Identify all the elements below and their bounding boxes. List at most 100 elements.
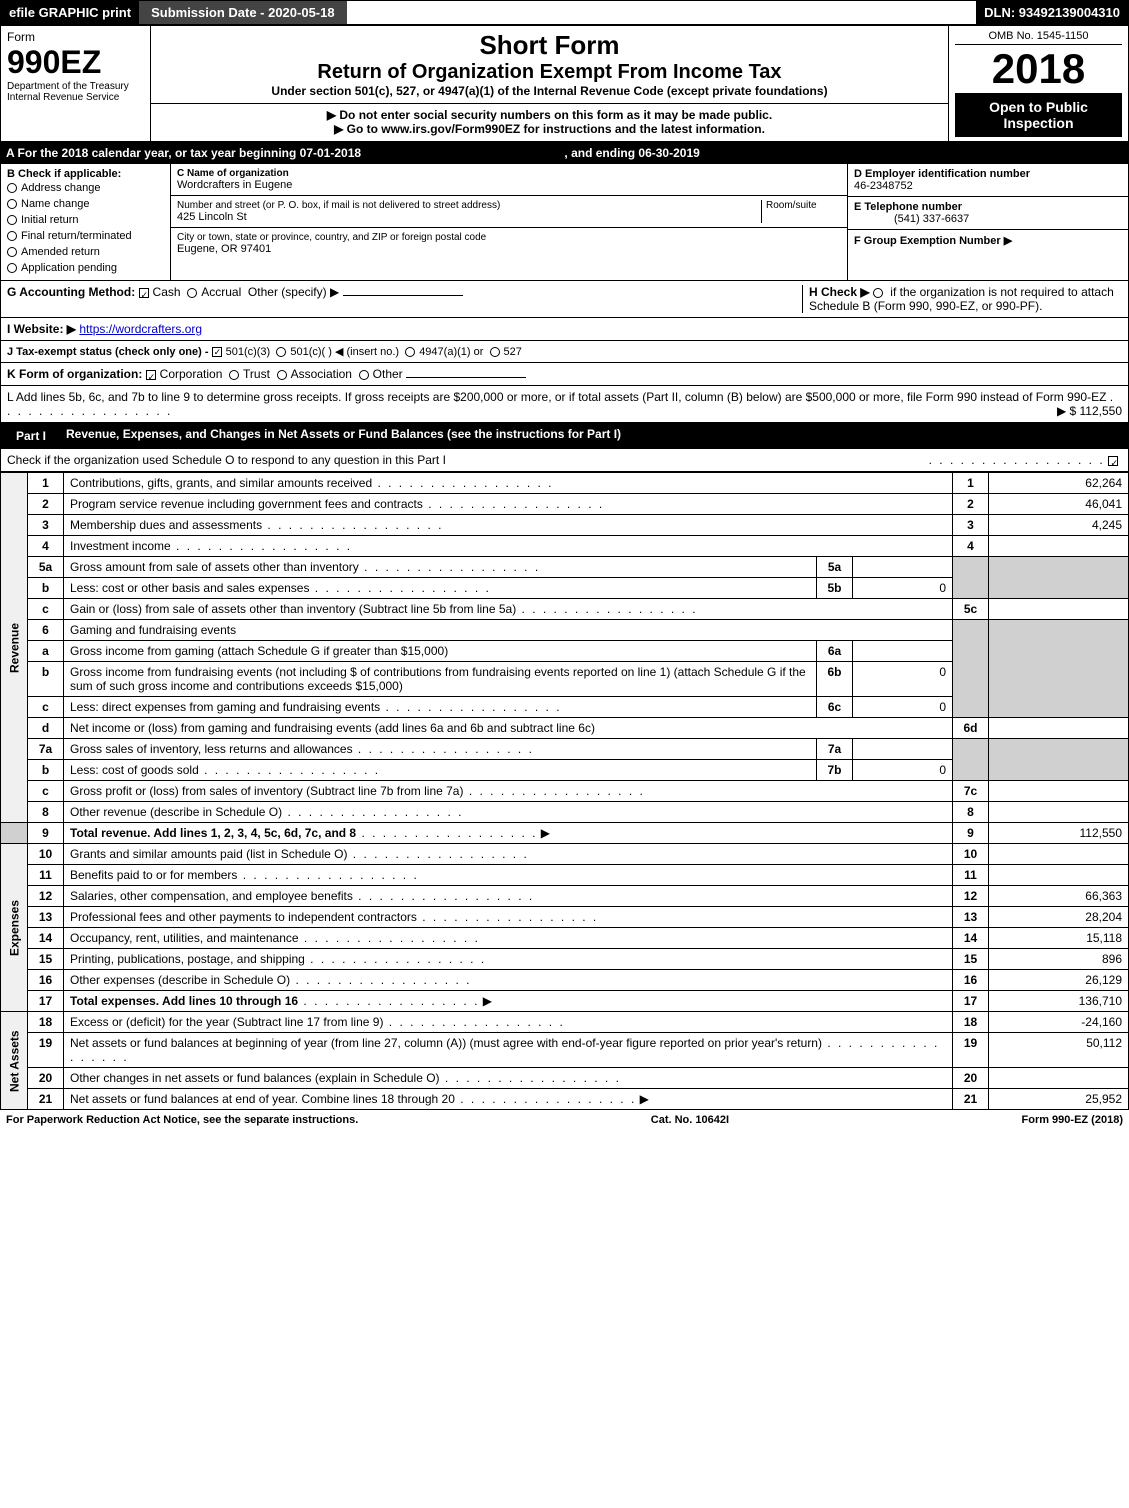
line-16-ref: 16 [953,970,989,991]
goto-link[interactable]: ▶ Go to www.irs.gov/Form990EZ for instru… [157,122,942,136]
line-15-num: 15 [28,949,64,970]
527-radio[interactable] [490,347,500,357]
city-state-zip: Eugene, OR 97401 [177,243,841,255]
amended-return-radio[interactable] [7,247,17,257]
4947-label: 4947(a)(1) or [419,346,483,358]
section-h-label: H Check ▶ [809,285,870,299]
section-l-text: L Add lines 5b, 6c, and 7b to line 9 to … [7,390,1106,404]
line-9-ref: 9 [953,823,989,844]
line-2-amount: 46,041 [989,494,1129,515]
line-2-num: 2 [28,494,64,515]
association-label: Association [291,367,352,381]
paperwork-notice: For Paperwork Reduction Act Notice, see … [6,1114,358,1126]
line-5b-subamt: 0 [853,578,953,599]
corporation-label: Corporation [160,367,223,381]
line-6c-text: Less: direct expenses from gaming and fu… [70,700,380,714]
dept-treasury: Department of the Treasury [7,81,144,92]
line-6d-num: d [28,718,64,739]
section-g-label: G Accounting Method: [7,285,135,299]
line-13-text: Professional fees and other payments to … [70,910,417,924]
trust-label: Trust [243,367,270,381]
short-form-title: Short Form [157,30,942,61]
4947-radio[interactable] [405,347,415,357]
amended-return-label: Amended return [21,246,100,258]
form-number: 990EZ [7,44,144,81]
501c-radio[interactable] [276,347,286,357]
trust-radio[interactable] [229,370,239,380]
revenue-category: Revenue [1,473,28,823]
line-20-num: 20 [28,1068,64,1089]
form-header: Form 990EZ Department of the Treasury In… [0,25,1129,142]
form-label: Form [7,30,144,44]
other-org-label: Other [373,367,403,381]
accrual-radio[interactable] [187,288,197,298]
line-5c-text: Gain or (loss) from sale of assets other… [70,602,516,616]
line-1-amount: 62,264 [989,473,1129,494]
name-change-radio[interactable] [7,199,17,209]
line-5a-subref: 5a [817,557,853,578]
line-5c-ref: 5c [953,599,989,620]
omb-number: OMB No. 1545-1150 [955,30,1122,45]
section-d-label: D Employer identification number [854,168,1030,180]
initial-return-radio[interactable] [7,215,17,225]
address-change-radio[interactable] [7,183,17,193]
other-org-input[interactable] [406,377,526,378]
schedule-o-checkbox[interactable] [1108,456,1118,466]
other-org-radio[interactable] [359,370,369,380]
line-7a-subamt [853,739,953,760]
line-10-text: Grants and similar amounts paid (list in… [70,847,347,861]
tax-year: 2018 [955,45,1122,93]
part-i-header: Part I Revenue, Expenses, and Changes in… [0,423,1129,449]
line-6c-num: c [28,697,64,718]
line-17-text: Total expenses. Add lines 10 through 16 [70,994,298,1008]
submission-date: Submission Date - 2020-05-18 [139,1,347,24]
line-13-ref: 13 [953,907,989,928]
line-2-text: Program service revenue including govern… [70,497,423,511]
application-pending-radio[interactable] [7,263,17,273]
line-6d-ref: 6d [953,718,989,739]
website-link[interactable]: https://wordcrafters.org [79,322,202,336]
return-title: Return of Organization Exempt From Incom… [157,61,942,84]
line-1-text: Contributions, gifts, grants, and simila… [70,476,372,490]
period-begin: A For the 2018 calendar year, or tax yea… [6,146,361,160]
irs-label: Internal Revenue Service [7,92,144,103]
schedule-b-radio[interactable] [873,288,883,298]
cash-checkbox[interactable] [139,288,149,298]
corporation-checkbox[interactable] [146,370,156,380]
line-6a-num: a [28,641,64,662]
line-16-amount: 26,129 [989,970,1129,991]
line-15-amount: 896 [989,949,1129,970]
line-17-num: 17 [28,991,64,1012]
line-8-text: Other revenue (describe in Schedule O) [70,805,282,819]
line-3-amount: 4,245 [989,515,1129,536]
association-radio[interactable] [277,370,287,380]
part-i-label: Part I [6,427,56,445]
line-21-num: 21 [28,1089,64,1110]
final-return-label: Final return/terminated [21,230,132,242]
line-7a-subref: 7a [817,739,853,760]
efile-print-label[interactable]: efile GRAPHIC print [1,1,139,24]
line-15-text: Printing, publications, postage, and shi… [70,952,305,966]
line-6d-amount [989,718,1129,739]
line-12-text: Salaries, other compensation, and employ… [70,889,353,903]
line-10-amount [989,844,1129,865]
section-e-label: E Telephone number [854,201,962,213]
line-12-num: 12 [28,886,64,907]
line-6c-subamt: 0 [853,697,953,718]
line-5a-num: 5a [28,557,64,578]
netassets-category: Net Assets [1,1012,28,1110]
line-6a-subref: 6a [817,641,853,662]
final-return-radio[interactable] [7,231,17,241]
501c3-checkbox[interactable] [212,347,222,357]
line-19-amount: 50,112 [989,1033,1129,1068]
phone-value: (541) 337-6637 [854,213,969,225]
street-address: 425 Lincoln St [177,211,761,223]
line-7c-amount [989,781,1129,802]
expenses-category: Expenses [1,844,28,1012]
line-14-text: Occupancy, rent, utilities, and maintena… [70,931,299,945]
other-method-input[interactable] [343,295,463,296]
efile-topbar: efile GRAPHIC print Submission Date - 20… [0,0,1129,25]
line-6-text: Gaming and fundraising events [64,620,953,641]
line-6a-text: Gross income from gaming (attach Schedul… [64,641,817,662]
section-b-label: B Check if applicable: [7,168,121,180]
